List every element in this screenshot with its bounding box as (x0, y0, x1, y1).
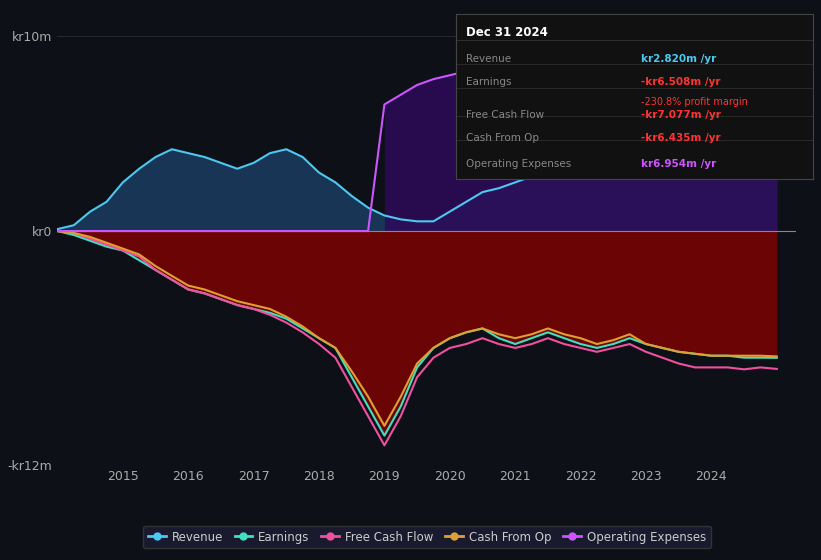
Text: -kr6.435m /yr: -kr6.435m /yr (641, 133, 721, 143)
Text: Cash From Op: Cash From Op (466, 133, 539, 143)
Text: kr6.954m /yr: kr6.954m /yr (641, 160, 717, 169)
Text: Free Cash Flow: Free Cash Flow (466, 110, 544, 120)
Text: -kr6.508m /yr: -kr6.508m /yr (641, 77, 721, 87)
Text: Dec 31 2024: Dec 31 2024 (466, 26, 548, 39)
Text: kr2.820m /yr: kr2.820m /yr (641, 54, 717, 64)
Text: -kr7.077m /yr: -kr7.077m /yr (641, 110, 721, 120)
Legend: Revenue, Earnings, Free Cash Flow, Cash From Op, Operating Expenses: Revenue, Earnings, Free Cash Flow, Cash … (143, 526, 711, 548)
Text: Operating Expenses: Operating Expenses (466, 160, 571, 169)
Text: Earnings: Earnings (466, 77, 511, 87)
Text: Revenue: Revenue (466, 54, 511, 64)
Text: -230.8% profit margin: -230.8% profit margin (641, 97, 748, 106)
